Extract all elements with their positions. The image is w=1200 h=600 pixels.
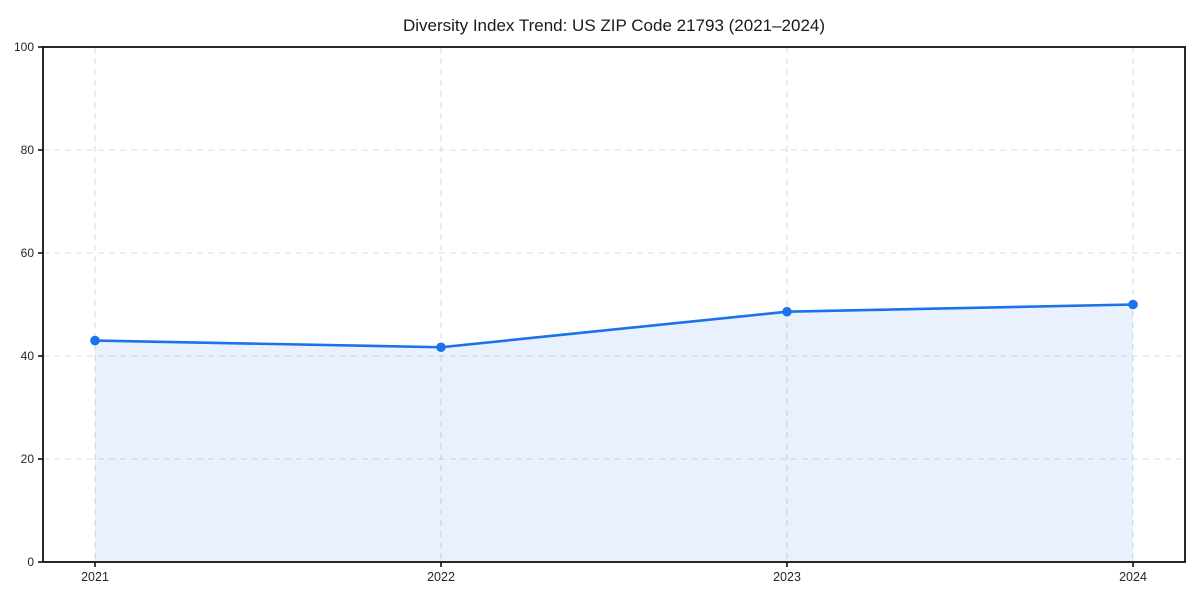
x-axis-tick-label: 2021	[81, 570, 109, 584]
line-series	[93, 303, 1135, 349]
data-point-marker	[782, 306, 792, 317]
y-axis-tick-label: 60	[21, 246, 35, 260]
series-layer	[90, 299, 1138, 562]
data-point-marker	[436, 342, 446, 353]
area-fill	[95, 304, 1133, 562]
data-point-marker	[1128, 299, 1138, 310]
x-axis-tick-label: 2022	[427, 570, 455, 584]
y-axis-tick-label: 0	[27, 555, 34, 569]
x-axis-tick-label: 2023	[773, 570, 801, 584]
y-axis-tick-label: 40	[21, 349, 35, 363]
tick-labels-layer: 0 20 40 60 80 100 2021 2022 2023 2024	[14, 40, 1147, 584]
y-axis-tick-label: 20	[21, 452, 35, 466]
axes-layer	[38, 46, 1186, 567]
data-point-marker	[90, 335, 100, 346]
y-axis-tick-label: 100	[14, 40, 34, 54]
plot-border	[42, 46, 1186, 563]
x-axis-tick-label: 2024	[1119, 570, 1147, 584]
y-axis-tick-label: 80	[21, 143, 35, 157]
chart-title: Diversity Index Trend: US ZIP Code 21793…	[403, 16, 825, 35]
